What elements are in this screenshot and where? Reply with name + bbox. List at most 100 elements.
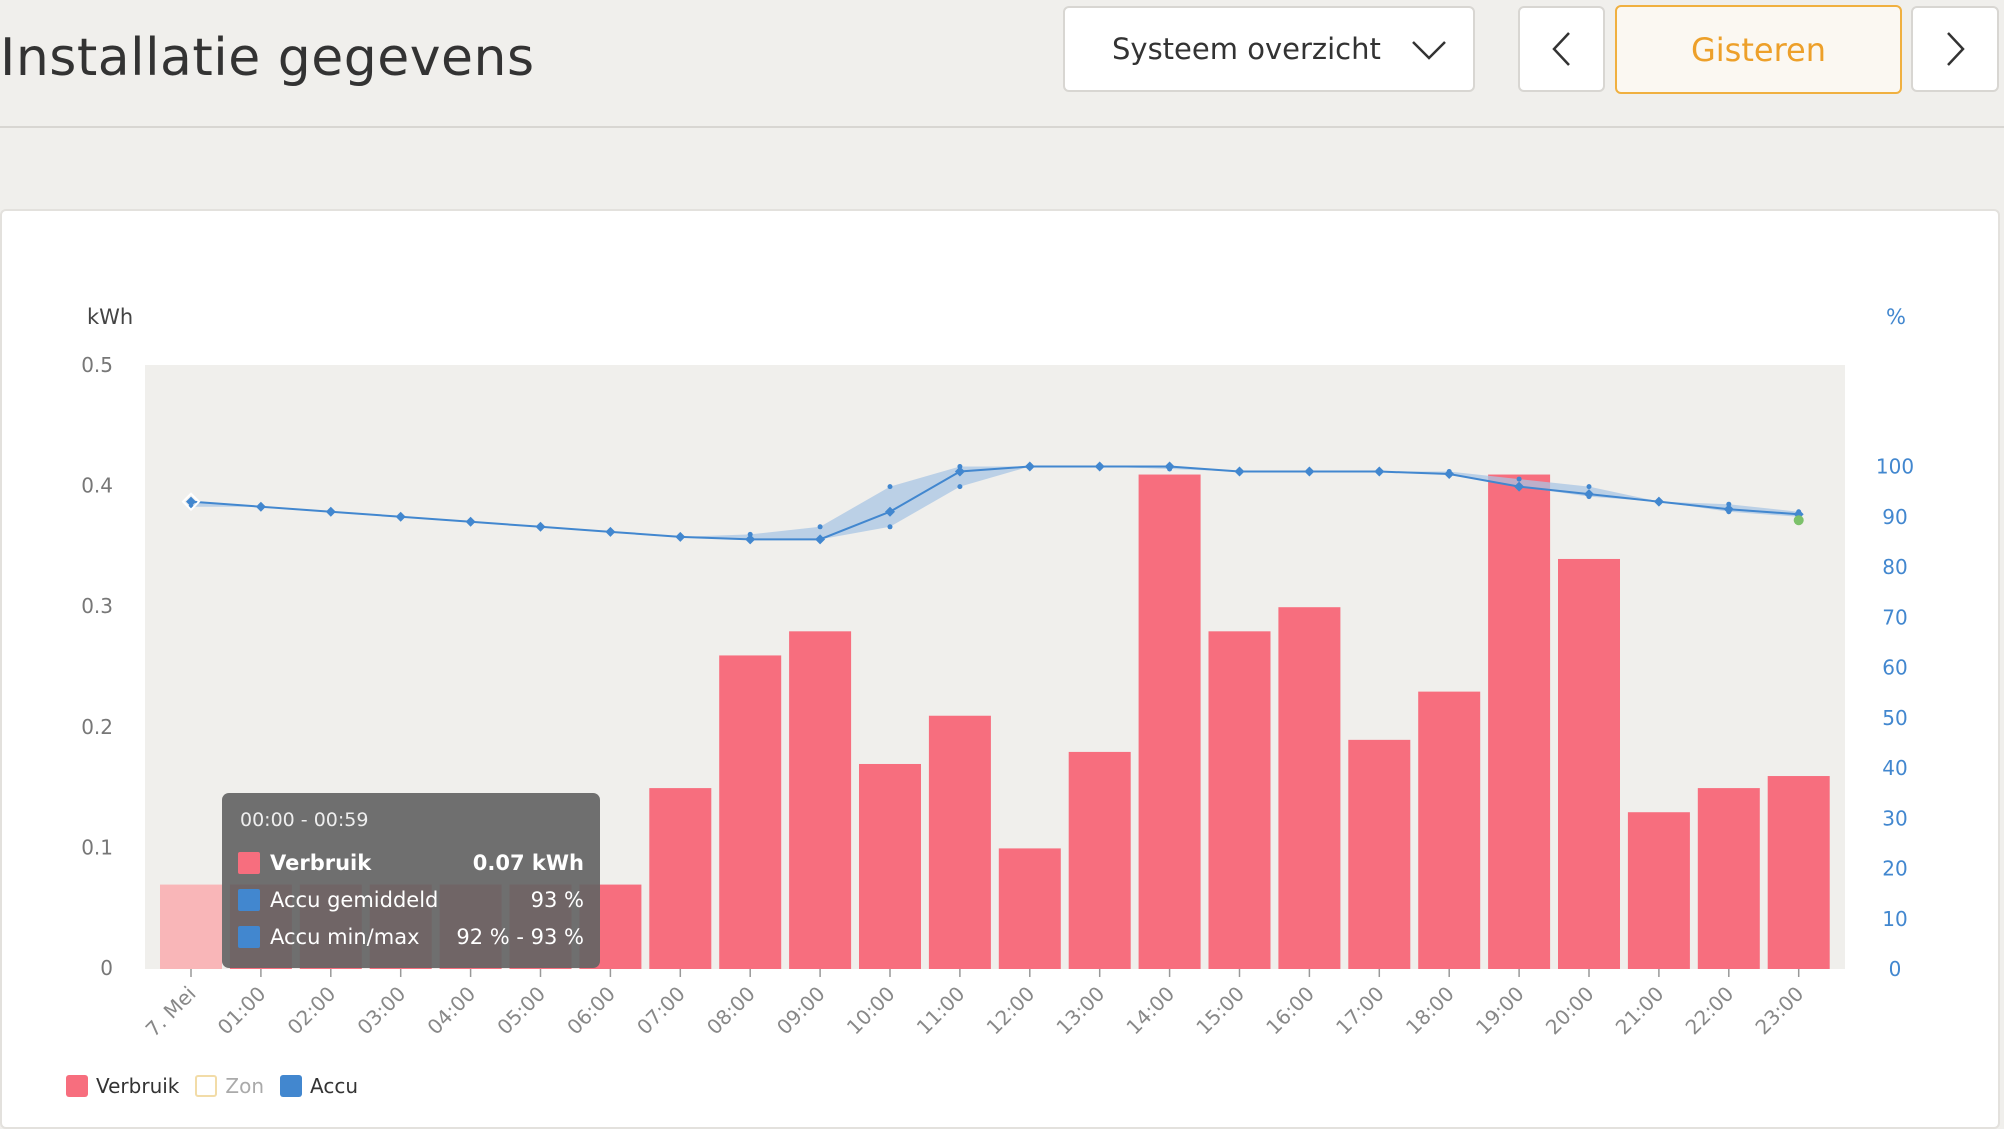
y2-tick-label: 50 [1882, 706, 1907, 730]
x-tick-label: 04:00 [422, 982, 480, 1040]
x-tick-label: 02:00 [283, 982, 341, 1040]
y-tick-label: 0.3 [81, 594, 113, 618]
y2-axis-title: % [1886, 305, 1906, 329]
bar-verbruik [1348, 739, 1411, 969]
accu-current-marker [1793, 515, 1804, 526]
y2-tick-label: 70 [1882, 605, 1907, 629]
bar-verbruik [649, 788, 712, 969]
bar-verbruik [160, 884, 222, 969]
y-axis-title: kWh [87, 305, 133, 329]
accu-max-point [957, 464, 963, 469]
accu-point [395, 511, 406, 522]
tooltip-label: Verbruik [270, 850, 372, 875]
x-tick-label: 16:00 [1261, 982, 1319, 1040]
legend-label-verbruik: Verbruik [96, 1074, 180, 1098]
x-tick-label: 13:00 [1052, 982, 1110, 1040]
bar-verbruik [1208, 631, 1271, 969]
legend-item-accu[interactable]: Accu [280, 1074, 358, 1098]
accu-point [675, 531, 686, 542]
accu-max-point [1726, 501, 1732, 507]
bar-verbruik [1418, 691, 1481, 969]
chevron-right-icon [1947, 32, 1965, 66]
accu-point [1374, 466, 1385, 477]
header-divider [0, 126, 2004, 128]
y2-tick-label: 30 [1882, 806, 1907, 830]
chevron-left-icon [1551, 32, 1570, 66]
legend-label-zon: Zon [225, 1074, 265, 1098]
accu-point [885, 506, 895, 517]
x-tick-label: 11:00 [912, 982, 970, 1040]
accu-point [1024, 461, 1035, 472]
bar-verbruik [1627, 812, 1690, 969]
x-tick-label: 23:00 [1751, 982, 1809, 1040]
y2-tick-label: 40 [1882, 756, 1907, 780]
x-tick-label: 06:00 [562, 982, 620, 1040]
previous-day-button[interactable] [1518, 6, 1605, 92]
accu-point [255, 501, 266, 512]
x-tick-label: 18:00 [1401, 982, 1459, 1040]
next-day-button[interactable] [1911, 6, 1999, 92]
y-tick-label: 0.5 [81, 353, 113, 377]
x-tick-label: 07:00 [632, 982, 690, 1040]
bar-verbruik [928, 715, 991, 969]
tooltip-row-accu-minmax: Accu min/max 92 % - 93 % [238, 918, 584, 955]
tooltip-label: Accu gemiddeld [270, 887, 439, 912]
accu-point [745, 534, 756, 545]
bar-verbruik [1558, 558, 1620, 969]
y2-tick-label: 90 [1882, 505, 1907, 529]
accu-point [1584, 489, 1594, 500]
accu-point [1094, 461, 1105, 472]
x-tick-label: 03:00 [353, 982, 411, 1040]
y2-tick-label: 0 [1889, 957, 1902, 981]
tooltip-row-verbruik: Verbruik 0.07 kWh [238, 844, 584, 881]
accu-point [954, 466, 965, 477]
accu-point [535, 521, 546, 532]
accu-point [1164, 461, 1175, 472]
tooltip-swatch-verbruik [238, 851, 260, 874]
y-tick-label: 0.2 [81, 715, 113, 739]
tooltip-swatch-accu [238, 925, 260, 948]
legend-item-verbruik[interactable]: Verbruik [66, 1074, 179, 1098]
x-tick-label: 08:00 [702, 982, 760, 1040]
chart-tooltip: 00:00 - 00:59 Verbruik 0.07 kWh Accu gem… [222, 793, 600, 968]
legend-swatch-zon [195, 1075, 218, 1097]
bar-verbruik [1488, 474, 1551, 969]
accu-point [815, 534, 826, 545]
accu-point [325, 506, 336, 517]
accu-min-point [887, 524, 893, 530]
bar-verbruik [1697, 788, 1760, 969]
tooltip-swatch-accu [238, 888, 260, 911]
bar-verbruik [859, 763, 921, 969]
page-title: Installatie gegevens [0, 28, 535, 88]
x-tick-label: 05:00 [492, 982, 550, 1040]
accu-max-point [747, 531, 753, 537]
accu-max-point [817, 524, 823, 530]
bar-verbruik [1138, 474, 1201, 969]
accu-min-point [957, 484, 963, 490]
y2-tick-label: 10 [1882, 907, 1907, 931]
x-tick-label: 12:00 [982, 982, 1040, 1040]
legend-label-accu: Accu [310, 1074, 359, 1098]
tooltip-value: 0.07 kWh [472, 850, 584, 875]
bar-verbruik [998, 848, 1061, 969]
day-button[interactable]: Gisteren [1615, 5, 1902, 94]
legend-item-zon[interactable]: Zon [195, 1074, 264, 1098]
accu-point [1723, 504, 1734, 515]
x-tick-label: 20:00 [1541, 982, 1599, 1040]
bar-verbruik [789, 631, 852, 969]
bar-verbruik [1068, 751, 1131, 969]
chart-legend: Verbruik Zon Accu [66, 1074, 374, 1098]
accu-max-point [887, 484, 893, 490]
accu-point [1234, 466, 1245, 477]
bar-verbruik [719, 655, 782, 969]
bar-verbruik [1767, 776, 1830, 969]
tooltip-row-accu-avg: Accu gemiddeld 93 % [238, 881, 584, 918]
legend-swatch-verbruik [66, 1075, 88, 1097]
y-tick-label: 0.4 [81, 474, 113, 498]
view-select-dropdown[interactable]: Systeem overzicht [1063, 6, 1475, 92]
x-tick-label: 14:00 [1121, 982, 1179, 1040]
accu-point [605, 526, 616, 537]
view-select-label: Systeem overzicht [1112, 32, 1381, 66]
accu-point [465, 516, 476, 527]
legend-swatch-accu [280, 1075, 303, 1097]
